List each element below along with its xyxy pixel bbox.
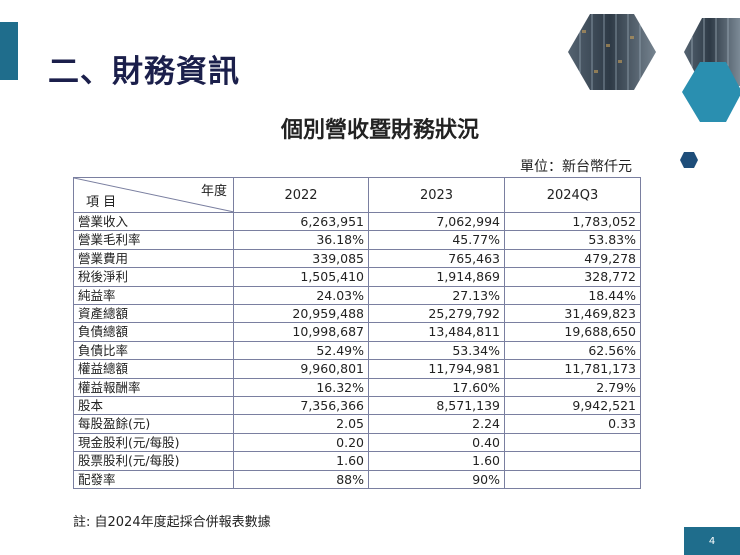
value-cell: 19,688,650 (504, 322, 641, 342)
row-label: 稅後淨利 (73, 267, 234, 287)
value-cell: 13,484,811 (368, 322, 505, 342)
table-row: 每股盈餘(元) 2.05 2.24 0.33 (73, 414, 641, 434)
value-cell: 31,469,823 (504, 304, 641, 324)
hexagon-decoration (568, 14, 740, 168)
footnote: 註: 自2024年度起採合併報表數據 (73, 515, 271, 530)
corner-cell: 年度 項 目 (73, 177, 234, 213)
value-cell: 90% (368, 469, 505, 490)
value-cell (504, 451, 641, 471)
value-cell: 339,085 (233, 248, 369, 269)
table-row: 股票股利(元/每股) 1.60 1.60 (73, 451, 641, 471)
financial-table: 年度 項 目 2022 2023 2024Q3 營業收入 6,263,951 7,0… (73, 177, 641, 490)
value-cell: 45.77% (368, 230, 505, 250)
column-header-2023: 2023 (368, 177, 505, 213)
page-number: 4 (684, 527, 740, 555)
row-label: 資產總額 (73, 304, 234, 324)
table-row: 負債總額 10,998,687 13,484,811 19,688,650 (73, 322, 641, 342)
column-header-2024q3: 2024Q3 (504, 177, 641, 213)
value-cell: 7,356,366 (233, 396, 369, 416)
value-cell: 0.40 (368, 432, 505, 453)
value-cell: 1,783,052 (504, 211, 641, 232)
year-axis-label: 年度 (200, 184, 227, 199)
value-cell: 52.49% (233, 340, 369, 361)
value-cell: 2.24 (368, 414, 505, 434)
table-row: 股本 7,356,366 8,571,139 9,942,521 (73, 396, 641, 416)
row-label: 純益率 (73, 285, 234, 306)
value-cell: 2.79% (504, 377, 641, 398)
diagonal-line (74, 178, 233, 212)
row-label: 權益報酬率 (73, 377, 234, 398)
value-cell: 88% (233, 469, 369, 490)
value-cell: 9,942,521 (504, 396, 641, 416)
row-label: 權益總額 (73, 359, 234, 379)
row-label: 現金股利(元/每股) (73, 432, 234, 453)
value-cell: 8,571,139 (368, 396, 505, 416)
table-row: 權益總額 9,960,801 11,794,981 11,781,173 (73, 359, 641, 379)
value-cell: 7,062,994 (368, 211, 505, 232)
table-row: 現金股利(元/每股) 0.20 0.40 (73, 432, 641, 453)
value-cell: 53.83% (504, 230, 641, 250)
value-cell: 0.33 (504, 414, 641, 434)
value-cell: 2.05 (233, 414, 369, 434)
value-cell: 20,959,488 (233, 304, 369, 324)
value-cell: 1.60 (368, 451, 505, 471)
row-label: 負債比率 (73, 340, 234, 361)
accent-bar (0, 22, 18, 80)
value-cell: 18.44% (504, 285, 641, 306)
value-cell: 9,960,801 (233, 359, 369, 379)
row-label: 營業收入 (73, 211, 234, 232)
value-cell: 36.18% (233, 230, 369, 250)
row-label: 每股盈餘(元) (73, 414, 234, 434)
row-label: 負債總額 (73, 322, 234, 342)
value-cell: 0.20 (233, 432, 369, 453)
section-title: 二、財務資訊 (48, 54, 240, 90)
row-label: 營業費用 (73, 248, 234, 269)
table-row: 純益率 24.03% 27.13% 18.44% (73, 285, 641, 306)
value-cell: 479,278 (504, 248, 641, 269)
value-cell: 11,794,981 (368, 359, 505, 379)
large-hexagon (682, 62, 740, 122)
value-cell: 6,263,951 (233, 211, 369, 232)
value-cell: 10,998,687 (233, 322, 369, 342)
value-cell: 328,772 (504, 267, 641, 287)
table-row: 營業費用 339,085 765,463 479,278 (73, 248, 641, 269)
item-axis-label: 項 目 (86, 195, 117, 210)
value-cell: 11,781,173 (504, 359, 641, 379)
table-header-row: 年度 項 目 2022 2023 2024Q3 (73, 177, 641, 213)
row-label: 配發率 (73, 469, 234, 490)
value-cell (504, 432, 641, 453)
value-cell (504, 469, 641, 490)
table-row: 資產總額 20,959,488 25,279,792 31,469,823 (73, 304, 641, 324)
value-cell: 62.56% (504, 340, 641, 361)
value-cell: 24.03% (233, 285, 369, 306)
table-row: 負債比率 52.49% 53.34% 62.56% (73, 340, 641, 361)
table-row: 稅後淨利 1,505,410 1,914,869 328,772 (73, 267, 641, 287)
value-cell: 1,505,410 (233, 267, 369, 287)
table-row: 權益報酬率 16.32% 17.60% 2.79% (73, 377, 641, 398)
column-header-2022: 2022 (233, 177, 369, 213)
value-cell: 17.60% (368, 377, 505, 398)
table-row: 配發率 88% 90% (73, 469, 641, 490)
value-cell: 765,463 (368, 248, 505, 269)
table-title: 個別營收暨財務狀況 (280, 118, 479, 143)
building-photo-hex (568, 14, 656, 90)
value-cell: 1,914,869 (368, 267, 505, 287)
value-cell: 27.13% (368, 285, 505, 306)
value-cell: 1.60 (233, 451, 369, 471)
row-label: 股本 (73, 396, 234, 416)
row-label: 股票股利(元/每股) (73, 451, 234, 471)
row-label: 營業毛利率 (73, 230, 234, 250)
unit-label: 單位：新台幣仟元 (520, 159, 632, 175)
value-cell: 53.34% (368, 340, 505, 361)
value-cell: 25,279,792 (368, 304, 505, 324)
value-cell: 16.32% (233, 377, 369, 398)
small-hexagon (680, 152, 698, 168)
table-row: 營業毛利率 36.18% 45.77% 53.83% (73, 230, 641, 250)
table-row: 營業收入 6,263,951 7,062,994 1,783,052 (73, 211, 641, 232)
